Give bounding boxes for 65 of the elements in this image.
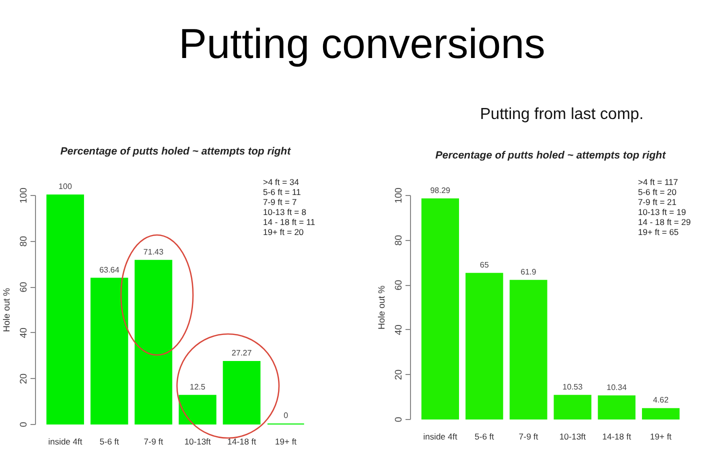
data-label: 71.43 <box>143 247 164 256</box>
x-tick-label: 19+ ft <box>275 436 298 446</box>
annotation: 14 - 18 ft = 29 <box>638 217 691 227</box>
text: Putting conversions <box>178 20 546 68</box>
bar <box>466 272 504 420</box>
text: >4 ft = 117 <box>638 177 680 187</box>
x-tick-label: 14-18 ft <box>602 432 632 442</box>
data-label: 0 <box>284 411 289 420</box>
data-label: 100 <box>58 182 72 191</box>
bar <box>178 394 216 424</box>
data-label: 4.62 <box>652 396 670 405</box>
annotation: 5-6 ft = 20 <box>638 187 678 197</box>
y-tick-label: 80 <box>18 236 30 247</box>
text: Putting from last comp. <box>480 106 644 124</box>
x-tick-label: 19+ ft <box>650 432 672 442</box>
x-tick-label: 10-13ft <box>559 432 586 442</box>
bar <box>510 280 548 420</box>
chart-title: Percentage of putts holed ~ attempts top right <box>60 146 292 158</box>
y-tick-label: 100 <box>18 188 30 204</box>
data-label: 27.27 <box>232 348 252 358</box>
annotation: 7-9 ft = 7 <box>263 197 298 207</box>
y-axis-title: Hole out % <box>2 288 12 332</box>
bar <box>598 395 636 420</box>
y-tick-label: 0 <box>394 416 404 422</box>
data-label: 12.5 <box>190 382 206 392</box>
bar <box>554 394 592 420</box>
x-tick-label: 5-6 ft <box>474 432 495 442</box>
y-tick-label: 100 <box>394 188 404 204</box>
text: >4 ft = 34 <box>263 177 300 187</box>
data-label: 98.29 <box>430 186 451 195</box>
y-axis-title: Hole out % <box>376 285 386 330</box>
y-tick-label: 0 <box>18 422 30 428</box>
bar <box>46 194 84 424</box>
x-tick-label: 7-9 ft <box>518 432 539 442</box>
annotation: 5-6 ft = 11 <box>263 187 302 197</box>
annotation: 14 - 18 ft = 11 <box>263 217 316 227</box>
y-tick-label: 40 <box>394 324 404 336</box>
x-tick-label: 7-9 ft <box>144 436 164 446</box>
bar <box>134 260 172 424</box>
bar <box>90 278 128 424</box>
annotation: 10-13 ft = 8 <box>263 207 308 217</box>
data-label: 65 <box>480 260 490 270</box>
y-tick-label: 20 <box>394 369 404 380</box>
y-tick-label: 60 <box>18 282 30 292</box>
x-tick-label: 10-13ft <box>184 436 212 446</box>
y-tick-label: 40 <box>18 328 30 338</box>
chart-title: Percentage of putts holed ~ attempts top right <box>435 149 666 162</box>
x-tick-label: 5-6 ft <box>100 436 120 446</box>
annotation: 19+ ft = 65 <box>638 227 680 237</box>
annotation: 19+ ft = 20 <box>263 227 305 237</box>
data-label: 10.53 <box>562 382 584 392</box>
y-tick-label: 20 <box>18 373 30 384</box>
bar <box>642 408 680 420</box>
annotation: 10-13 ft = 19 <box>638 207 687 217</box>
x-tick-label: 14-18 ft <box>227 436 257 446</box>
bar <box>222 361 260 424</box>
bar <box>421 198 460 420</box>
x-tick-label: inside 4ft <box>48 436 83 446</box>
data-label: 10.34 <box>606 382 628 392</box>
annotation: 7-9 ft = 21 <box>638 197 678 207</box>
y-tick-label: 60 <box>394 280 404 290</box>
data-label: 63.64 <box>99 265 120 274</box>
x-tick-label: inside 4ft <box>423 432 458 442</box>
data-label: 61.9 <box>520 267 537 276</box>
y-tick-label: 80 <box>394 235 404 246</box>
